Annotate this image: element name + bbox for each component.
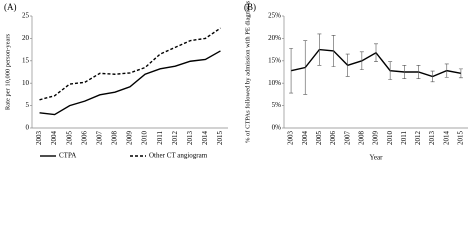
- panel-label: (A): [4, 2, 17, 12]
- error-bar: [303, 40, 308, 95]
- y-tick-label: 10%: [268, 79, 281, 87]
- y-tick-label: 15: [22, 56, 30, 64]
- x-tick-label: 2012: [414, 131, 422, 146]
- error-bar: [458, 68, 463, 79]
- series-line: [39, 27, 221, 101]
- x-tick-label: 2007: [343, 131, 351, 146]
- x-tick-label: 2006: [80, 131, 88, 146]
- error-bar: [388, 61, 393, 80]
- x-tick-label: 2010: [141, 131, 149, 146]
- x-tick-label: 2005: [315, 131, 323, 146]
- y-tick-label: 0%: [272, 124, 282, 132]
- x-tick-label: 2004: [301, 131, 309, 146]
- x-tick-label: 2011: [400, 131, 408, 145]
- x-tick-label: 2008: [357, 131, 365, 146]
- x-tick-label: 2012: [171, 131, 179, 146]
- x-tick-label: 2015: [216, 131, 224, 146]
- error-bar: [359, 51, 364, 71]
- error-bar: [430, 70, 435, 83]
- x-tick-label: 2015: [457, 131, 465, 146]
- x-tick-label: 2014: [442, 131, 450, 146]
- x-tick-label: 2011: [156, 131, 164, 145]
- y-tick-label: 20%: [268, 34, 281, 42]
- y-tick-label: 25%: [268, 12, 281, 20]
- x-tick-label: 2003: [35, 131, 43, 146]
- error-bar: [374, 43, 378, 62]
- x-tick-label: 2010: [386, 131, 394, 146]
- x-tick-label: 2008: [111, 131, 119, 146]
- y-tick-label: 5: [26, 101, 30, 109]
- x-tick-label: 2014: [201, 131, 209, 146]
- x-tick-label: 2013: [186, 131, 194, 146]
- error-bar: [416, 64, 421, 80]
- x-tick-label: 2009: [126, 131, 134, 146]
- y-tick-label: 25: [22, 12, 30, 20]
- legend-label: CTPA: [59, 152, 76, 160]
- figure: (A) Rate per 10,000 person-years 0 5 10 15 20 2…: [4, 1, 468, 162]
- y-tick-label: 10: [22, 79, 30, 87]
- x-tick-label: 2007: [95, 131, 103, 146]
- error-bar: [402, 64, 407, 80]
- y-tick-label: 0: [26, 124, 30, 132]
- x-tick-label: 2009: [372, 131, 380, 146]
- error-bar: [317, 33, 322, 66]
- y-tick-label: 5%: [272, 101, 282, 109]
- x-tick-label: 2005: [65, 131, 73, 146]
- y-axis-label: Rate per 10,000 person-years: [4, 33, 11, 110]
- error-bar: [444, 63, 449, 78]
- x-tick-label: 2004: [50, 131, 58, 146]
- error-bar: [331, 34, 336, 67]
- x-axis-label: Year: [370, 154, 384, 162]
- x-tick-label: 2013: [428, 131, 436, 146]
- x-tick-label: 2003: [287, 131, 295, 146]
- y-axis-label: % of CTPAs followed by admission with PE…: [244, 1, 251, 144]
- panel-label: (B): [244, 2, 256, 12]
- y-tick-label: 20: [22, 34, 30, 42]
- y-tick-label: 15%: [268, 56, 281, 64]
- series-line: [39, 50, 221, 116]
- x-tick-label: 2006: [329, 131, 337, 146]
- error-bar: [345, 53, 350, 77]
- error-bar: [289, 47, 294, 94]
- legend-label: Other CT angiogram: [149, 152, 208, 160]
